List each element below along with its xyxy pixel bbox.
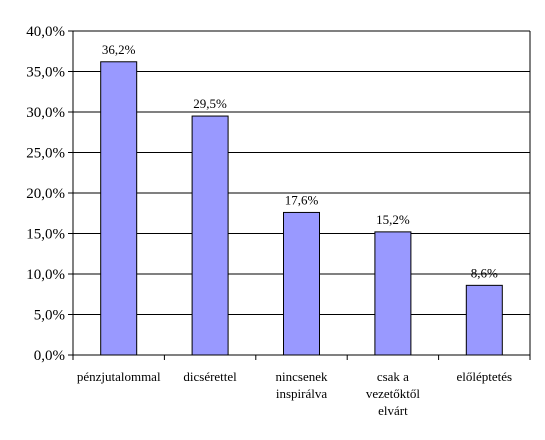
data-label: 29,5%	[193, 96, 227, 111]
y-tick-label: 40,0%	[26, 24, 65, 40]
category-label-line: inspirálva	[276, 386, 327, 401]
data-label: 15,2%	[376, 212, 410, 227]
data-labels: 36,2% 29,5% 17,6% 15,2% 8,6%	[102, 42, 498, 281]
category-label: előléptetés	[457, 369, 513, 384]
data-label: 8,6%	[471, 265, 498, 280]
y-tick-label: 0,0%	[34, 348, 65, 364]
y-tick-labels: 0,0% 5,0% 10,0% 15,0% 20,0% 25,0% 30,0% 35,0% 40…	[26, 24, 65, 364]
y-tick-label: 5,0%	[34, 308, 65, 324]
axes	[68, 30, 531, 360]
y-tick-label: 35,0%	[26, 65, 65, 81]
bar	[465, 284, 503, 356]
category-label-line: csak a	[377, 369, 409, 384]
bar	[100, 61, 138, 356]
y-tick-label: 20,0%	[26, 186, 65, 202]
category-label: csak a vezetőktől elvárt	[366, 369, 421, 418]
bar	[191, 115, 229, 356]
category-label: pénzjutalommal	[77, 369, 161, 384]
y-tick-label: 15,0%	[26, 227, 65, 243]
bar	[374, 231, 412, 356]
category-label: nincsenek inspirálva	[276, 369, 328, 401]
category-label-line: elvárt	[378, 403, 408, 418]
bar	[283, 211, 320, 356]
category-label-line: vezetőktől	[366, 386, 421, 401]
category-label-line: dicsérettel	[183, 369, 237, 384]
category-label-line: nincsenek	[276, 369, 328, 384]
bars	[100, 61, 503, 356]
data-label: 36,2%	[102, 42, 136, 57]
category-label-line: pénzjutalommal	[77, 369, 161, 384]
category-labels: pénzjutalommal dicsérettel nincsenek inspir…	[77, 369, 512, 418]
y-tick-label: 25,0%	[26, 146, 65, 162]
y-tick-label: 10,0%	[26, 267, 65, 283]
data-label: 17,6%	[285, 192, 319, 207]
y-tick-label: 30,0%	[26, 105, 65, 121]
category-label: dicsérettel	[183, 369, 237, 384]
category-label-line: előléptetés	[457, 369, 513, 384]
